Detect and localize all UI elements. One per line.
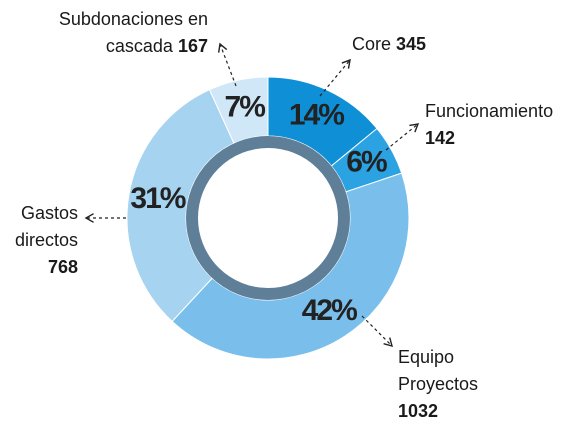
percent-label: 14% (289, 99, 344, 132)
percent-label: 6% (346, 146, 387, 179)
percent-label: 7% (225, 90, 266, 123)
percent-label: 31% (130, 182, 185, 215)
category-label: Core (352, 34, 392, 54)
leader-arrow (385, 123, 420, 151)
leader-arrow (361, 315, 394, 348)
value-label: 1032 (398, 401, 439, 421)
leader-arrow (319, 58, 351, 97)
value-label: 142 (425, 128, 456, 148)
slice (208, 76, 269, 145)
category-label: Funcionamiento (425, 101, 554, 121)
percent-label: 42% (302, 294, 357, 327)
label-equipo: Equipo Proyectos 1032 (398, 344, 498, 425)
slices (126, 76, 410, 360)
category-label: Subdonaciones en cascada (58, 9, 208, 56)
leader-arrow (217, 42, 237, 87)
label-funcionamiento: Funcionamiento 142 (425, 98, 553, 152)
label-gastos: Gastos directos 768 (0, 200, 78, 281)
label-subdonaciones: Subdonaciones en cascada 167 (38, 6, 208, 60)
category-label: Equipo Proyectos (398, 347, 479, 394)
value-label: 768 (47, 257, 78, 277)
category-label: Gastos directos (14, 203, 78, 250)
value-label: 167 (177, 36, 208, 56)
label-core: Core 345 (352, 31, 426, 58)
value-label: 345 (396, 34, 427, 54)
inner-ring (186, 136, 350, 300)
